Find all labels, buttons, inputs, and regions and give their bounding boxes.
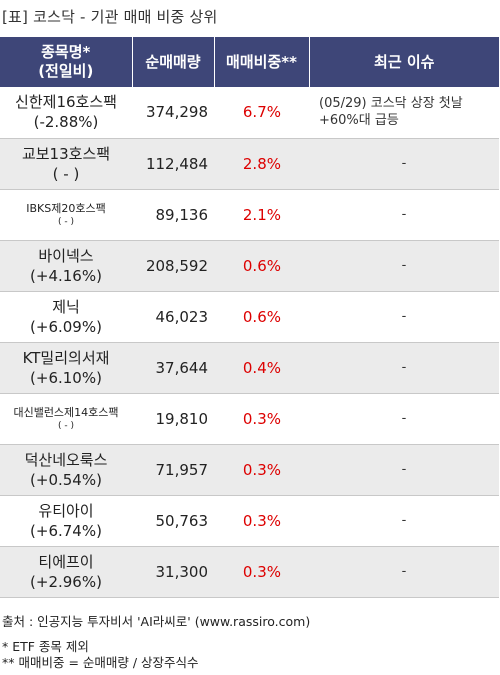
footnote-ratio: ** 매매비중 = 순매매량 / 상장주식수 [2, 655, 199, 670]
table-header-row: 종목명* (전일비) 순매매량 매매비중** 최근 이슈 [0, 37, 499, 87]
stock-name-cell: 교보13호스팩 ( - ) [0, 138, 132, 190]
trade-ratio: 0.3% [214, 444, 309, 496]
footnote-etf: * ETF 종목 제외 [2, 639, 89, 654]
stock-name-cell: 대신밸런스제14호스팩 ( - ) [0, 393, 132, 445]
stock-name-cell: KT밀리의서재 (+6.10%) [0, 342, 132, 394]
recent-issue: - [309, 291, 499, 343]
source-note: 출처 : 인공지능 투자비서 'AI라씨로' (www.rassiro.com) [2, 614, 311, 629]
net-volume: 374,298 [132, 87, 214, 139]
stock-name-cell: IBKS제20호스팩 ( - ) [0, 189, 132, 241]
net-volume: 46,023 [132, 291, 214, 343]
recent-issue: - [309, 444, 499, 496]
stock-name-cell: 제닉 (+6.09%) [0, 291, 132, 343]
stock-change: (-2.88%) [33, 113, 99, 132]
net-volume: 112,484 [132, 138, 214, 190]
header-recent-issue: 최근 이슈 [308, 37, 499, 87]
stock-name-cell: 신한제16호스팩 (-2.88%) [0, 87, 132, 139]
table-row: 바이넥스 (+4.16%) 208,592 0.6% - [0, 240, 499, 292]
institution-trading-table: 종목명* (전일비) 순매매량 매매비중** 최근 이슈 신한제16호스팩 (-… [0, 37, 499, 598]
net-volume: 71,957 [132, 444, 214, 496]
trade-ratio: 2.1% [214, 189, 309, 241]
table-row: 덕산네오룩스 (+0.54%) 71,957 0.3% - [0, 444, 499, 496]
trade-ratio: 2.8% [214, 138, 309, 190]
header-name-line1: 종목명* [41, 43, 91, 61]
table-row: 제닉 (+6.09%) 46,023 0.6% - [0, 291, 499, 343]
table-row: 교보13호스팩 ( - ) 112,484 2.8% - [0, 138, 499, 190]
trade-ratio: 0.4% [214, 342, 309, 394]
stock-name: IBKS제20호스팩 [26, 201, 106, 215]
net-volume: 89,136 [132, 189, 214, 241]
header-net-volume: 순매매량 [131, 37, 214, 87]
stock-change: (+6.09%) [30, 317, 102, 336]
stock-name: 유티아이 [38, 501, 94, 520]
net-volume: 37,644 [132, 342, 214, 394]
trade-ratio: 6.7% [214, 87, 309, 139]
table-row: KT밀리의서재 (+6.10%) 37,644 0.4% - [0, 342, 499, 394]
recent-issue: - [309, 546, 499, 598]
stock-name: 교보13호스팩 [21, 144, 111, 163]
trade-ratio: 0.3% [214, 495, 309, 547]
stock-change: ( - ) [58, 420, 74, 431]
stock-name: 제닉 [52, 297, 80, 316]
stock-change: (+0.54%) [30, 470, 102, 489]
stock-name: 덕산네오룩스 [24, 450, 108, 469]
stock-name-cell: 티에프이 (+2.96%) [0, 546, 132, 598]
trade-ratio: 0.3% [214, 393, 309, 445]
stock-change: ( - ) [58, 216, 74, 227]
stock-name-cell: 유티아이 (+6.74%) [0, 495, 132, 547]
header-stock-name: 종목명* (전일비) [0, 37, 132, 87]
header-trade-ratio: 매매비중** [213, 37, 309, 87]
table-row: 신한제16호스팩 (-2.88%) 374,298 6.7% (05/29) 코… [0, 87, 499, 139]
table-title: [표] 코스닥 - 기관 매매 비중 상위 [2, 8, 218, 26]
table-row: 티에프이 (+2.96%) 31,300 0.3% - [0, 546, 499, 598]
table-row: 유티아이 (+6.74%) 50,763 0.3% - [0, 495, 499, 547]
stock-name-cell: 덕산네오룩스 (+0.54%) [0, 444, 132, 496]
recent-issue: (05/29) 코스닥 상장 첫날 +60%대 급등 [309, 87, 499, 139]
net-volume: 31,300 [132, 546, 214, 598]
recent-issue: - [309, 393, 499, 445]
recent-issue: - [309, 138, 499, 190]
stock-name: KT밀리의서재 [22, 348, 110, 367]
table-row: 대신밸런스제14호스팩 ( - ) 19,810 0.3% - [0, 393, 499, 445]
stock-name: 바이넥스 [38, 246, 94, 265]
net-volume: 50,763 [132, 495, 214, 547]
net-volume: 19,810 [132, 393, 214, 445]
trade-ratio: 0.3% [214, 546, 309, 598]
table-row: IBKS제20호스팩 ( - ) 89,136 2.1% - [0, 189, 499, 241]
recent-issue: - [309, 189, 499, 241]
net-volume: 208,592 [132, 240, 214, 292]
stock-change: (+4.16%) [30, 266, 102, 285]
trade-ratio: 0.6% [214, 291, 309, 343]
recent-issue: - [309, 240, 499, 292]
stock-change: (+2.96%) [30, 572, 102, 591]
recent-issue: - [309, 342, 499, 394]
stock-name-cell: 바이넥스 (+4.16%) [0, 240, 132, 292]
stock-change: ( - ) [52, 164, 80, 183]
stock-name: 티에프이 [38, 552, 94, 571]
header-name-line2: (전일비) [38, 62, 94, 80]
trade-ratio: 0.6% [214, 240, 309, 292]
stock-name: 대신밸런스제14호스팩 [13, 405, 119, 419]
recent-issue: - [309, 495, 499, 547]
stock-change: (+6.10%) [30, 368, 102, 387]
stock-name: 신한제16호스팩 [15, 93, 117, 112]
stock-change: (+6.74%) [30, 521, 102, 540]
